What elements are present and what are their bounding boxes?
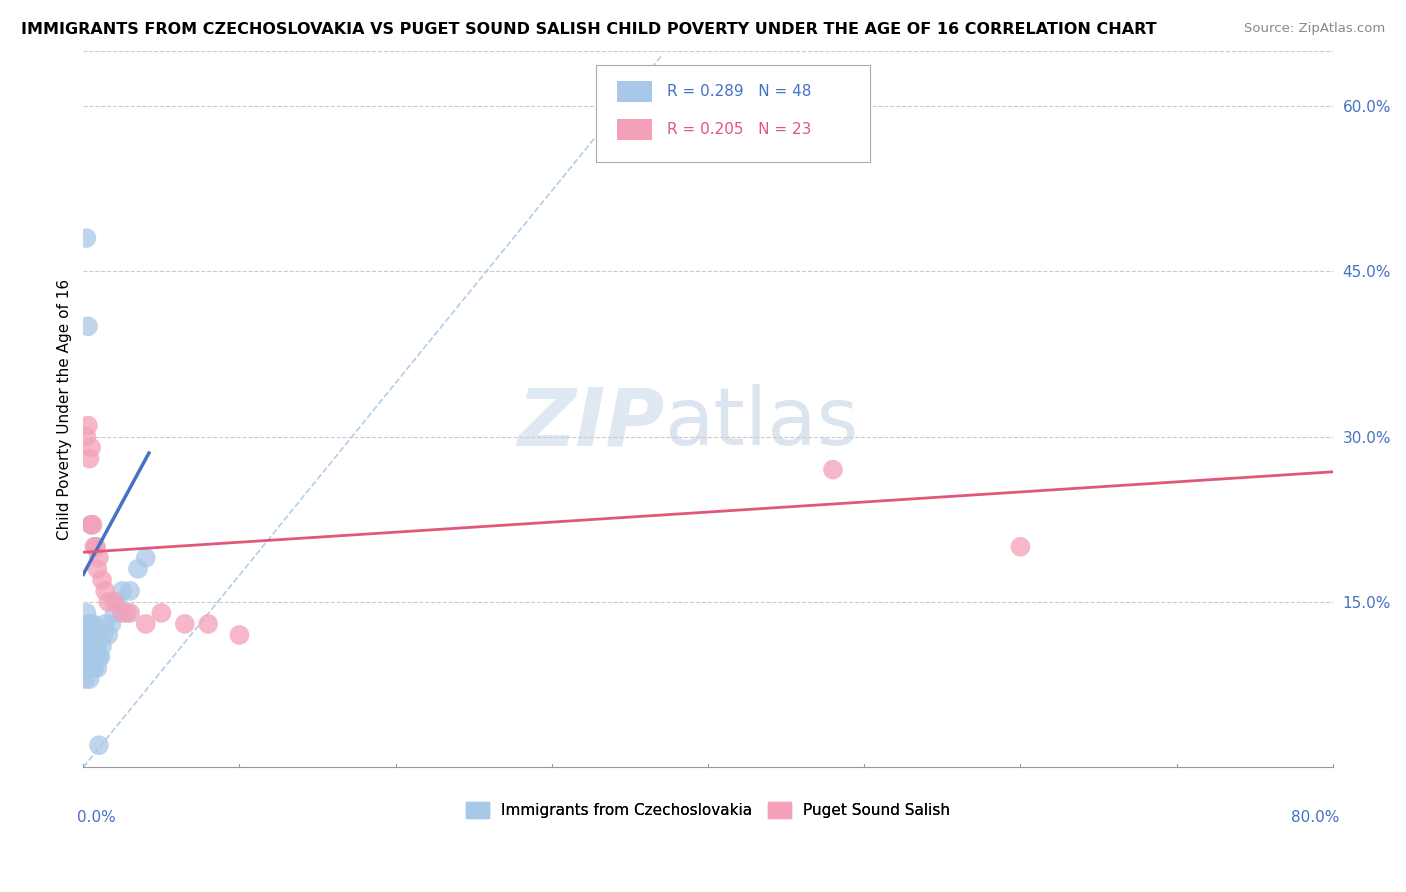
Legend: Immigrants from Czechoslovakia, Puget Sound Salish: Immigrants from Czechoslovakia, Puget So…	[460, 796, 956, 824]
Point	[115, 606, 138, 620]
Point	[75, 429, 97, 443]
FancyBboxPatch shape	[617, 81, 652, 103]
Text: R = 0.289   N = 48: R = 0.289 N = 48	[666, 84, 811, 99]
Point	[79, 639, 101, 653]
Point	[80, 628, 103, 642]
Text: atlas: atlas	[664, 384, 859, 462]
Point	[77, 650, 100, 665]
Point	[80, 661, 103, 675]
Point	[111, 583, 134, 598]
Point	[75, 661, 97, 675]
Text: R = 0.205   N = 23: R = 0.205 N = 23	[666, 122, 811, 137]
FancyBboxPatch shape	[596, 65, 870, 161]
Point	[120, 583, 142, 598]
Point	[79, 672, 101, 686]
Point	[79, 650, 101, 665]
Y-axis label: Child Poverty Under the Age of 16: Child Poverty Under the Age of 16	[58, 278, 72, 540]
Point	[97, 628, 120, 642]
Point	[73, 672, 96, 686]
Point	[100, 616, 122, 631]
Point	[83, 540, 105, 554]
Point	[197, 616, 219, 631]
Point	[228, 628, 250, 642]
Point	[84, 639, 107, 653]
Text: ZIP: ZIP	[517, 384, 664, 462]
Point	[86, 661, 108, 675]
Point	[84, 650, 107, 665]
Point	[1010, 540, 1032, 554]
Point	[82, 661, 104, 675]
Point	[82, 517, 104, 532]
Point	[75, 231, 97, 245]
Point	[77, 418, 100, 433]
Point	[91, 573, 114, 587]
Point	[80, 441, 103, 455]
Point	[120, 606, 142, 620]
Point	[80, 517, 103, 532]
Point	[86, 562, 108, 576]
Point	[173, 616, 195, 631]
Point	[103, 606, 125, 620]
Point	[79, 451, 101, 466]
Point	[86, 639, 108, 653]
Point	[87, 650, 110, 665]
FancyBboxPatch shape	[617, 119, 652, 140]
Text: 0.0%: 0.0%	[77, 810, 115, 825]
Text: Source: ZipAtlas.com: Source: ZipAtlas.com	[1244, 22, 1385, 36]
Point	[77, 639, 100, 653]
Point	[89, 650, 111, 665]
Point	[73, 650, 96, 665]
Point	[84, 540, 107, 554]
Point	[93, 628, 115, 642]
Point	[75, 606, 97, 620]
Point	[111, 606, 134, 620]
Point	[87, 550, 110, 565]
Point	[82, 650, 104, 665]
Point	[80, 650, 103, 665]
Point	[87, 628, 110, 642]
Point	[77, 616, 100, 631]
Point	[77, 661, 100, 675]
Point	[77, 319, 100, 334]
Point	[79, 628, 101, 642]
Point	[821, 462, 844, 476]
Point	[84, 540, 107, 554]
Text: 80.0%: 80.0%	[1291, 810, 1339, 825]
Point	[83, 650, 105, 665]
Point	[80, 616, 103, 631]
Point	[94, 583, 117, 598]
Point	[94, 616, 117, 631]
Point	[75, 628, 97, 642]
Point	[150, 606, 173, 620]
Text: IMMIGRANTS FROM CZECHOSLOVAKIA VS PUGET SOUND SALISH CHILD POVERTY UNDER THE AGE: IMMIGRANTS FROM CZECHOSLOVAKIA VS PUGET …	[21, 22, 1157, 37]
Point	[82, 639, 104, 653]
Point	[97, 595, 120, 609]
Point	[135, 616, 157, 631]
Point	[82, 616, 104, 631]
Point	[107, 595, 129, 609]
Point	[87, 738, 110, 752]
Point	[127, 562, 149, 576]
Point	[103, 595, 125, 609]
Point	[83, 661, 105, 675]
Point	[91, 639, 114, 653]
Point	[83, 628, 105, 642]
Point	[135, 550, 157, 565]
Point	[80, 517, 103, 532]
